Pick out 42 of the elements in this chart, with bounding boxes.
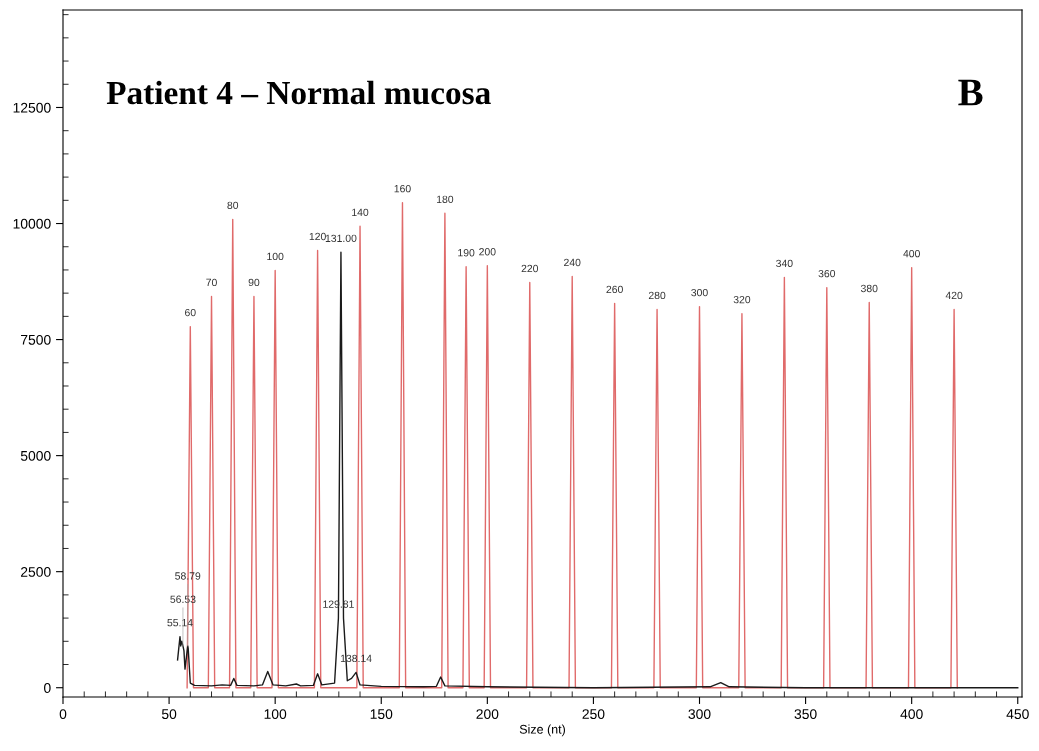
annotation: 60 [185, 308, 196, 317]
annotation: 360 [818, 269, 836, 278]
annotation: 200 [479, 248, 496, 256]
annotation: 90 [248, 278, 260, 287]
annotation: 340 [776, 259, 793, 268]
x-axis-title: Size (nt) [519, 724, 565, 737]
annotation: 240 [564, 258, 581, 267]
annotation: 190 [458, 249, 475, 257]
x-tick-label: 450 [1006, 709, 1029, 720]
x-tick-label: 300 [688, 709, 711, 720]
annotation: 280 [648, 291, 666, 300]
annotation: 180 [437, 195, 454, 204]
annotation: 400 [903, 249, 920, 258]
x-tick-label: 100 [264, 709, 287, 720]
y-tick-label: 10000 [13, 218, 51, 229]
x-tick-label: 200 [476, 709, 499, 720]
annotation: 260 [606, 285, 623, 294]
annotation: 70 [206, 278, 217, 287]
x-tick-label: 0 [59, 709, 67, 720]
annotation: B [958, 79, 983, 106]
text: Patient 4 – Normal mucosa [106, 80, 491, 105]
y-tick-label: 12500 [13, 102, 51, 113]
y-tick-label: 0 [44, 683, 51, 693]
annotation: 80 [227, 201, 239, 210]
annotation: 131.00 [325, 234, 357, 242]
annotation: 320 [733, 295, 751, 304]
y-tick-label: 5000 [20, 450, 51, 461]
annotation: 160 [394, 184, 411, 193]
y-tick-label: 7500 [21, 334, 51, 345]
annotation: 140 [352, 208, 369, 217]
x-tick-label: 350 [794, 709, 817, 720]
x-tick-label: 250 [582, 709, 605, 720]
annotation: 100 [267, 252, 284, 261]
y-tick-label: 2500 [21, 567, 51, 577]
annotation: 120 [309, 232, 326, 241]
x-tick-label: 50 [161, 709, 177, 720]
x-tick-label: 150 [370, 709, 393, 720]
x-tick-label: 400 [900, 709, 923, 720]
annotation: 380 [860, 284, 878, 293]
annotation: 220 [521, 264, 539, 273]
annotation: 300 [691, 288, 708, 297]
annotation: 420 [945, 291, 963, 300]
